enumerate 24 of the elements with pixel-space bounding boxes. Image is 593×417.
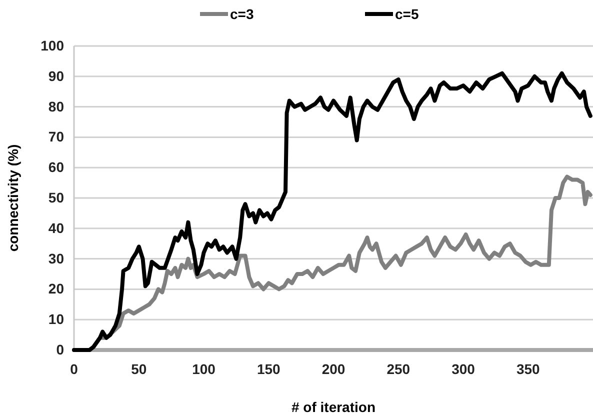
y-tick-label: 20 xyxy=(48,280,64,297)
x-tick-label: 200 xyxy=(322,360,346,377)
y-axis-title: connectivity (%) xyxy=(5,144,21,252)
y-tick-label: 60 xyxy=(48,159,64,176)
y-tick-label: 10 xyxy=(48,311,64,328)
x-tick-label: 350 xyxy=(516,360,540,377)
y-tick-label: 40 xyxy=(48,220,64,236)
x-tick-label: 300 xyxy=(452,360,476,377)
x-tick-label: 50 xyxy=(131,360,147,377)
legend-label: c=3 xyxy=(230,6,254,22)
y-tick-label: 0 xyxy=(56,341,64,358)
y-tick-label: 70 xyxy=(48,128,64,145)
line-series xyxy=(72,71,592,352)
y-tick-label: 100 xyxy=(40,37,64,54)
x-tick-label: 250 xyxy=(386,360,410,377)
y-tick-label: 30 xyxy=(48,250,64,266)
y-tick-label: 80 xyxy=(48,98,64,114)
legend-label: c=5 xyxy=(395,6,419,22)
x-axis-title: # of iteration xyxy=(291,399,376,415)
y-tick-label: 50 xyxy=(48,189,64,206)
x-tick-label: 150 xyxy=(256,360,281,377)
y-tick-label: 90 xyxy=(48,68,64,84)
x-tick-label: 100 xyxy=(192,360,216,377)
x-tick-label: 0 xyxy=(70,360,78,377)
